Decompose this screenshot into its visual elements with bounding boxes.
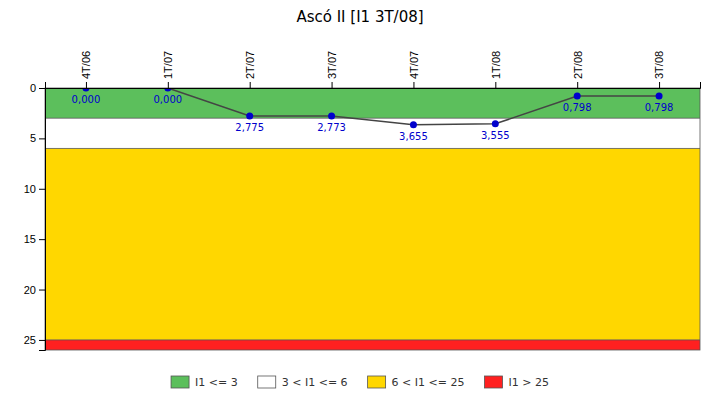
- y-tick: 10: [24, 183, 45, 195]
- y-tick-mark: [39, 88, 45, 89]
- y-tick: 5: [30, 132, 45, 144]
- data-label: 2,775: [235, 122, 264, 133]
- data-label: 2,773: [317, 122, 346, 133]
- x-tick: 1T/07: [162, 51, 174, 88]
- y-tick-mark: [39, 340, 45, 341]
- legend-swatch: [171, 376, 189, 388]
- y-tick-label: 15: [24, 233, 36, 245]
- chart: Ascó II [I1 3T/08] 0,000 0,000 2,775 2,773 3,…: [0, 0, 720, 400]
- x-tick: 2T/08: [572, 51, 584, 88]
- x-tick-mark: [577, 82, 578, 88]
- y-tick: 20: [24, 284, 45, 296]
- band: [45, 340, 700, 350]
- x-tick: 3T/07: [326, 51, 338, 88]
- x-tick-mark: [250, 82, 251, 88]
- point: [328, 112, 335, 119]
- x-tick-label: 4T/06: [80, 51, 92, 79]
- legend-item: I1 <= 3: [171, 376, 238, 389]
- band: [45, 118, 700, 148]
- x-axis: 4T/06 1T/07 2T/07 3T/07 4T/07 1T/08 2T/08 3T/08: [46, 51, 701, 89]
- x-tick-mark: [168, 82, 169, 88]
- data-label: 0,798: [563, 102, 592, 113]
- x-tick: 2T/07: [244, 51, 256, 88]
- point: [574, 93, 581, 100]
- x-tick-label: 1T/07: [162, 51, 174, 79]
- band-boundary: [45, 118, 700, 119]
- x-tick-label: 2T/07: [244, 51, 256, 79]
- point: [492, 120, 499, 127]
- x-tick: 1T/08: [490, 51, 502, 88]
- x-tick: 3T/08: [653, 51, 665, 88]
- band-boundary: [45, 148, 700, 149]
- x-tick: 4T/06: [80, 51, 92, 88]
- y-tick: 0: [30, 82, 45, 94]
- point: [246, 112, 253, 119]
- data-label: 3,655: [399, 131, 428, 142]
- legend-item: 3 < I1 <= 6: [258, 376, 348, 389]
- data-label: 0,000: [153, 94, 182, 105]
- point: [656, 93, 663, 100]
- legend-item: 6 < I1 <= 25: [368, 376, 465, 389]
- legend-swatch: [484, 376, 502, 388]
- point: [410, 121, 417, 128]
- x-tick-label: 3T/07: [326, 51, 338, 79]
- x-tick-label: 1T/08: [490, 51, 502, 79]
- legend-label: 6 < I1 <= 25: [392, 376, 465, 389]
- x-tick-label: 3T/08: [653, 51, 665, 79]
- legend-label: 3 < I1 <= 6: [282, 376, 348, 389]
- y-tick-label: 25: [24, 334, 36, 346]
- x-tick-mark: [86, 82, 87, 88]
- marks: [45, 88, 700, 350]
- y-tick-mark: [39, 290, 45, 291]
- y-tick-mark: [39, 239, 45, 240]
- x-tick-mark: [495, 82, 496, 88]
- legend-label: I1 > 25: [508, 376, 548, 389]
- legend-label: I1 <= 3: [195, 376, 238, 389]
- y-axis: 0 5 10 15 20 25: [24, 82, 46, 350]
- y-tick-label: 0: [30, 82, 36, 94]
- band: [45, 88, 700, 118]
- x-tick-mark: [332, 82, 333, 88]
- x-tick-label: 4T/07: [408, 51, 420, 79]
- frame: [45, 88, 700, 350]
- y-tick-label: 5: [30, 132, 36, 144]
- band: [45, 148, 700, 339]
- y-tick-mark: [39, 189, 45, 190]
- x-tick: 4T/07: [408, 51, 420, 88]
- y-tick-label: 10: [24, 183, 36, 195]
- title: Ascó II [I1 3T/08]: [296, 8, 423, 26]
- data-labels: 0,000 0,000 2,775 2,773 3,655 3,555 0,798 0,798: [72, 94, 674, 142]
- y-tick: 15: [24, 233, 45, 245]
- legend: I1 <= 3 3 < I1 <= 6 6 < I1 <= 25 I1 > 25: [171, 376, 549, 389]
- data-label: 0,798: [645, 102, 674, 113]
- data-label: 0,000: [72, 94, 101, 105]
- x-tick-label: 2T/08: [572, 51, 584, 79]
- line: [86, 88, 659, 125]
- legend-item: I1 > 25: [484, 376, 548, 389]
- plot: 0,000 0,000 2,775 2,773 3,655 3,555 0,798 0,798…: [24, 51, 701, 351]
- x-tick-mark: [413, 82, 414, 88]
- y-tick-mark: [39, 138, 45, 139]
- legend-swatch: [368, 376, 386, 388]
- y-tick: 25: [24, 334, 45, 346]
- x-tick-mark: [659, 82, 660, 88]
- band-boundary: [45, 339, 700, 340]
- y-axis-line: [39, 89, 46, 351]
- data-label: 3,555: [481, 130, 510, 141]
- y-tick-label: 20: [24, 284, 36, 296]
- x-axis-line: [46, 82, 701, 89]
- legend-swatch: [258, 376, 276, 388]
